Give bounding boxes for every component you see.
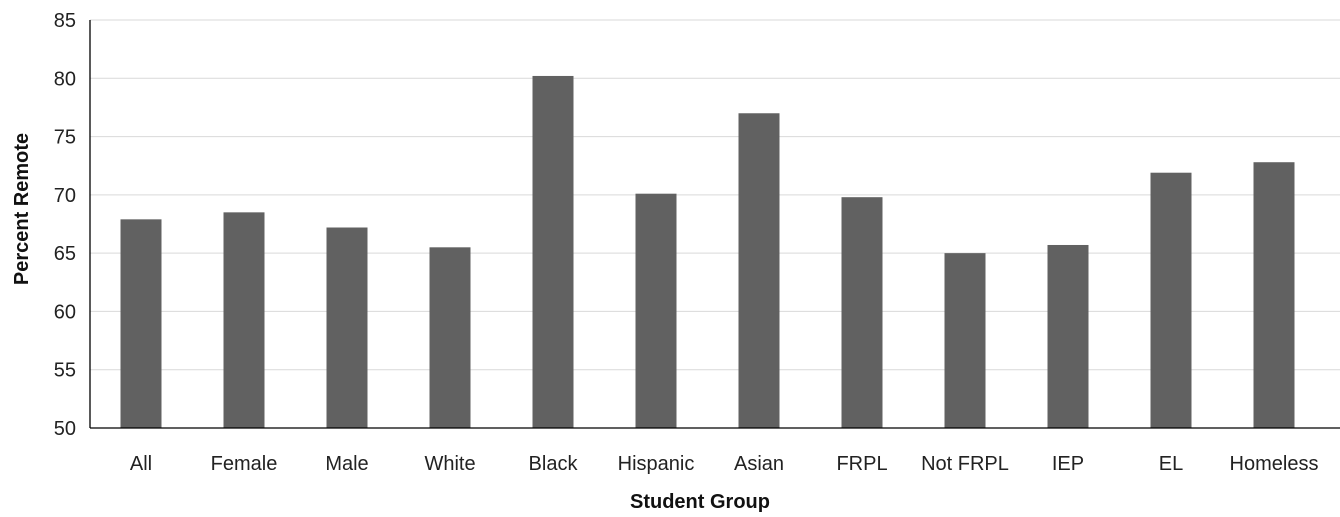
y-tick-label: 85 — [54, 10, 76, 32]
x-tick-label: All — [130, 453, 152, 475]
y-tick-label: 65 — [54, 243, 76, 265]
bar-white — [429, 247, 471, 428]
gridlines — [90, 19, 1340, 371]
x-tick-label: FRPL — [836, 453, 887, 475]
y-axis-title: Percent Remote — [11, 133, 33, 285]
x-tick-label: EL — [1159, 453, 1183, 475]
x-tick-label: IEP — [1052, 453, 1084, 475]
x-tick-label: Male — [325, 453, 368, 475]
y-tick-label: 75 — [54, 127, 76, 149]
x-tick-label: Female — [211, 453, 278, 475]
bar-male — [326, 227, 368, 428]
x-tick-label: Hispanic — [618, 453, 695, 475]
bar-homeless — [1253, 162, 1295, 428]
bar-frpl — [841, 197, 883, 428]
y-tick-label: 55 — [54, 360, 76, 382]
bar-female — [223, 212, 265, 428]
y-tick-label: 70 — [54, 185, 76, 207]
bar-asian — [738, 113, 780, 428]
y-tick-labels: 50 55 60 65 70 75 80 85 — [54, 10, 76, 440]
bar-hispanic — [635, 193, 677, 428]
bar-black — [532, 75, 574, 428]
x-tick-label: Homeless — [1230, 453, 1319, 475]
x-tick-labels: All Female Male White Black Hispanic Asian FRPL… — [130, 453, 1319, 475]
y-tick-label: 60 — [54, 301, 76, 323]
x-tick-label: Not FRPL — [921, 453, 1009, 475]
x-axis-title: Student Group — [630, 491, 770, 513]
x-tick-label: Asian — [734, 453, 784, 475]
x-tick-label: White — [424, 453, 475, 475]
bar-el — [1150, 172, 1192, 428]
y-tick-label: 80 — [54, 68, 76, 90]
x-tick-label: Black — [529, 453, 579, 475]
y-tick-label: 50 — [54, 418, 76, 440]
bar-iep — [1047, 244, 1089, 428]
bar-all — [120, 219, 162, 428]
bar-not-frpl — [944, 253, 986, 428]
bars — [120, 75, 1295, 428]
